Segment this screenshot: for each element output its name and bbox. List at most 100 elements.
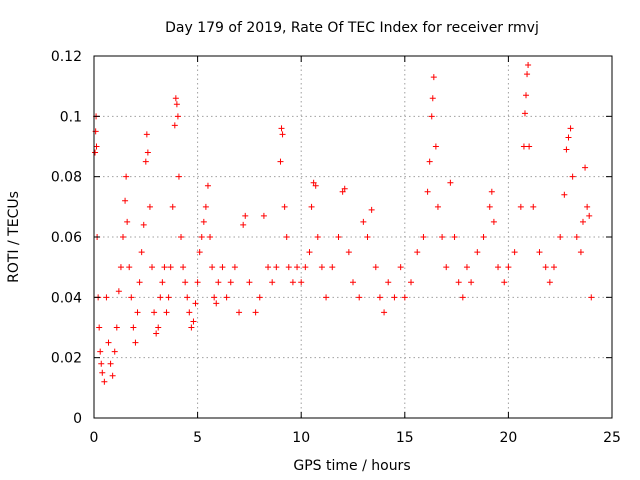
data-point [582,164,589,171]
data-point [550,264,557,271]
data-point [144,149,151,156]
data-point [174,113,181,120]
data-point [451,234,458,240]
data-point [588,294,595,301]
data-point [490,218,497,225]
data-point [236,309,243,316]
data-point [223,294,230,301]
data-point [101,378,108,385]
data-point [128,294,135,301]
data-point [213,300,220,307]
data-point [368,206,375,213]
data-point [289,279,296,286]
data-point [211,294,218,301]
data-point [155,324,162,331]
data-point [169,203,176,210]
data-point [159,279,166,286]
data-point [132,339,139,346]
data-point [308,203,315,210]
data-point [495,264,502,271]
data-point [408,279,415,286]
data-point [443,264,450,271]
y-axis-label: ROTI / TECUs [6,191,22,283]
data-point [586,212,593,219]
x-tick-labels: 0 5 10 15 20 25 [90,430,621,446]
data-point [434,203,441,210]
data-point [122,197,129,204]
data-point [569,173,576,180]
data-point [524,71,531,78]
data-point [265,264,272,271]
data-point [130,324,137,331]
data-point [269,279,276,286]
data-point [521,110,528,117]
data-point [157,294,164,301]
data-point [376,294,383,301]
data-point [109,372,116,379]
axis-ticks [93,55,613,419]
data-point [426,158,433,165]
data-points [92,62,595,385]
x-tick-label: 15 [396,430,414,446]
data-point [165,294,172,301]
data-point [565,134,572,141]
data-point [192,300,199,307]
data-point [447,179,454,186]
data-point [123,173,130,180]
data-point [323,294,330,301]
data-point [188,324,195,331]
data-point [252,309,259,316]
data-point [178,234,185,240]
data-point [420,234,427,240]
data-point [294,264,301,271]
data-point [278,125,285,132]
data-point [111,348,118,355]
y-tick-label: 0.04 [51,290,82,306]
data-point [200,218,207,225]
data-point [428,113,435,120]
data-point [391,294,398,301]
data-point [345,249,352,256]
data-point [172,95,179,102]
data-point [314,234,321,240]
data-point [455,279,462,286]
data-point [381,309,388,316]
data-point [103,294,110,301]
data-point [151,309,158,316]
data-point [273,264,280,271]
data-point [511,249,518,256]
data-point [285,264,292,271]
data-point [520,143,527,150]
data-point [579,218,586,225]
data-point [198,234,205,240]
data-point [360,218,367,225]
data-point [196,249,203,256]
data-point [561,191,568,198]
data-point [186,309,193,316]
y-tick-label: 0.12 [51,49,82,65]
x-tick-label: 25 [603,430,621,446]
data-point [182,279,189,286]
data-point [306,249,313,256]
data-point [204,182,211,189]
data-point [97,348,104,355]
data-point [584,203,591,210]
data-point [163,309,170,316]
data-point [194,279,201,286]
data-point [372,264,379,271]
x-axis-label: GPS time / hours [293,458,410,474]
y-tick-label: 0.08 [51,170,82,186]
chart-title: Day 179 of 2019, Rate Of TEC Index for r… [165,20,539,36]
x-tick-label: 5 [193,430,202,446]
data-point [231,264,238,271]
data-point [107,360,114,367]
data-point [339,188,346,195]
x-tick-label: 0 [90,430,99,446]
data-point [557,234,564,240]
data-point [175,173,182,180]
data-point [143,131,150,138]
data-point [329,264,336,271]
data-point [397,264,404,271]
data-point [302,264,309,271]
data-point [298,279,305,286]
